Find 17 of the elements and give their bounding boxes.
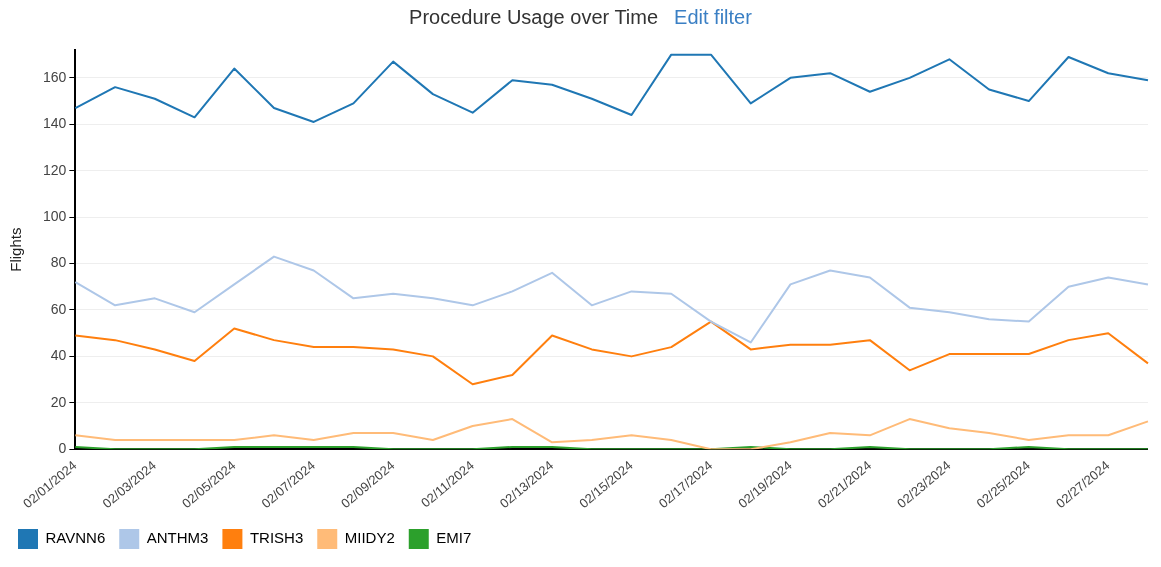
y-tick-label: 140 [43,115,67,132]
y-tick-label: 60 [50,300,67,317]
legend-label: EMI7 [436,529,472,547]
y-axis-title: Flights [7,227,25,272]
legend-label: RAVNN6 [45,529,106,547]
y-tick-label: 100 [43,207,67,224]
y-tick-label: 160 [43,68,67,85]
legend-label: TRISH3 [249,529,304,547]
legend-label: MIIDY2 [344,529,395,547]
y-tick-label: 80 [50,254,67,271]
chart-title: Procedure Usage over Time [409,6,659,28]
chart-subtitle: Edit filter [674,6,752,28]
y-tick-label: 40 [50,347,67,364]
y-tick-label: 20 [50,393,67,410]
y-tick-label: 120 [43,161,67,178]
legend-label: ANTHM3 [146,529,209,547]
y-tick-label: 0 [58,440,67,457]
